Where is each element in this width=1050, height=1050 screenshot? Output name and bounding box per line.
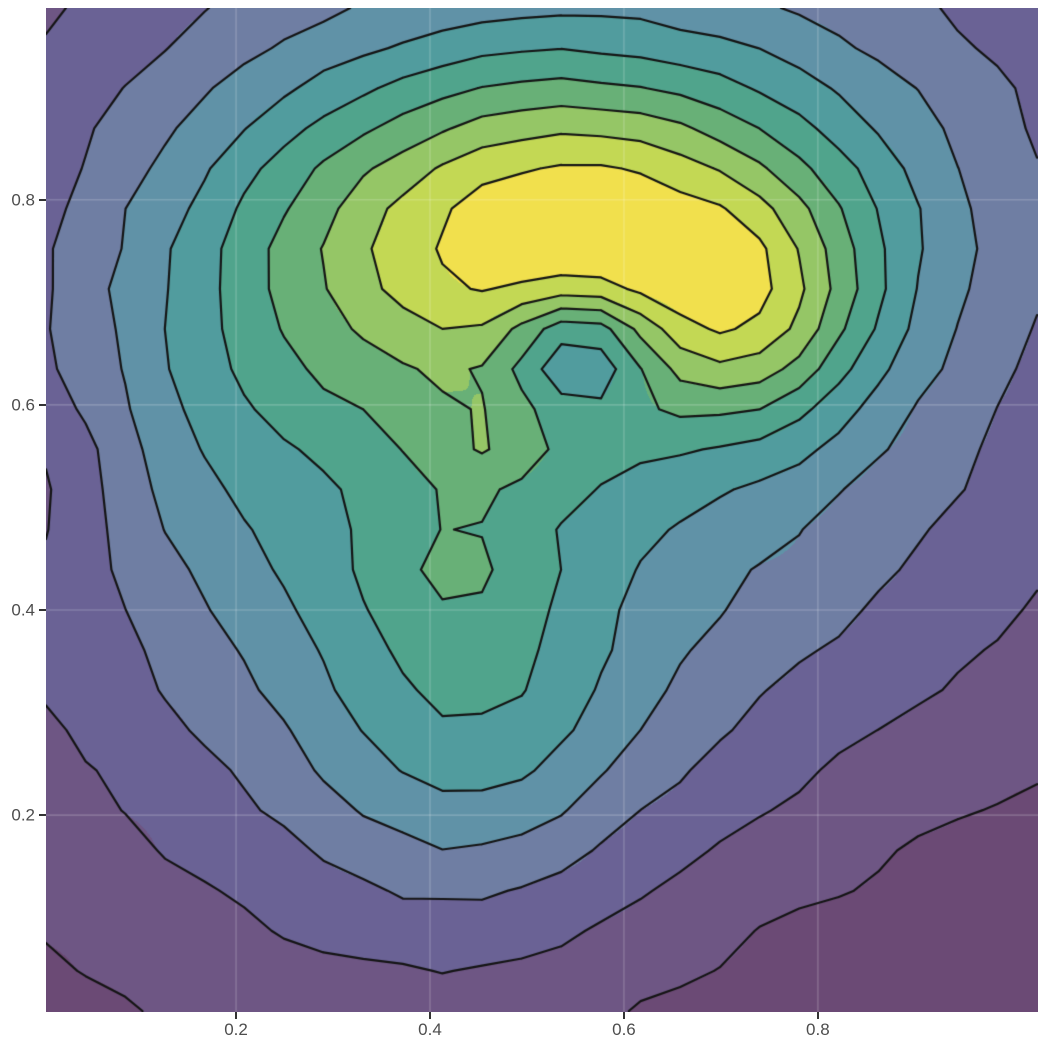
x-tick-label: 0.8 (806, 1020, 830, 1039)
y-tick-label: 0.6 (11, 395, 35, 415)
y-tick-mark (39, 403, 46, 406)
x-tick-mark (816, 1012, 819, 1019)
x-tick-mark (622, 1012, 625, 1019)
x-tick-label: 0.4 (418, 1020, 442, 1039)
x-tick-mark (235, 1012, 238, 1019)
x-tick-label: 0.6 (612, 1020, 636, 1039)
y-tick-mark (39, 198, 46, 201)
y-tick-mark (39, 608, 46, 611)
contour-canvas (46, 8, 1038, 1012)
plot-panel (46, 8, 1038, 1012)
y-tick-label: 0.2 (11, 805, 35, 825)
y-tick-label: 0.8 (11, 190, 35, 210)
y-tick-mark (39, 814, 46, 817)
x-tick-mark (429, 1012, 431, 1019)
x-tick-label: 0.2 (224, 1020, 248, 1039)
y-tick-label: 0.4 (11, 600, 35, 620)
